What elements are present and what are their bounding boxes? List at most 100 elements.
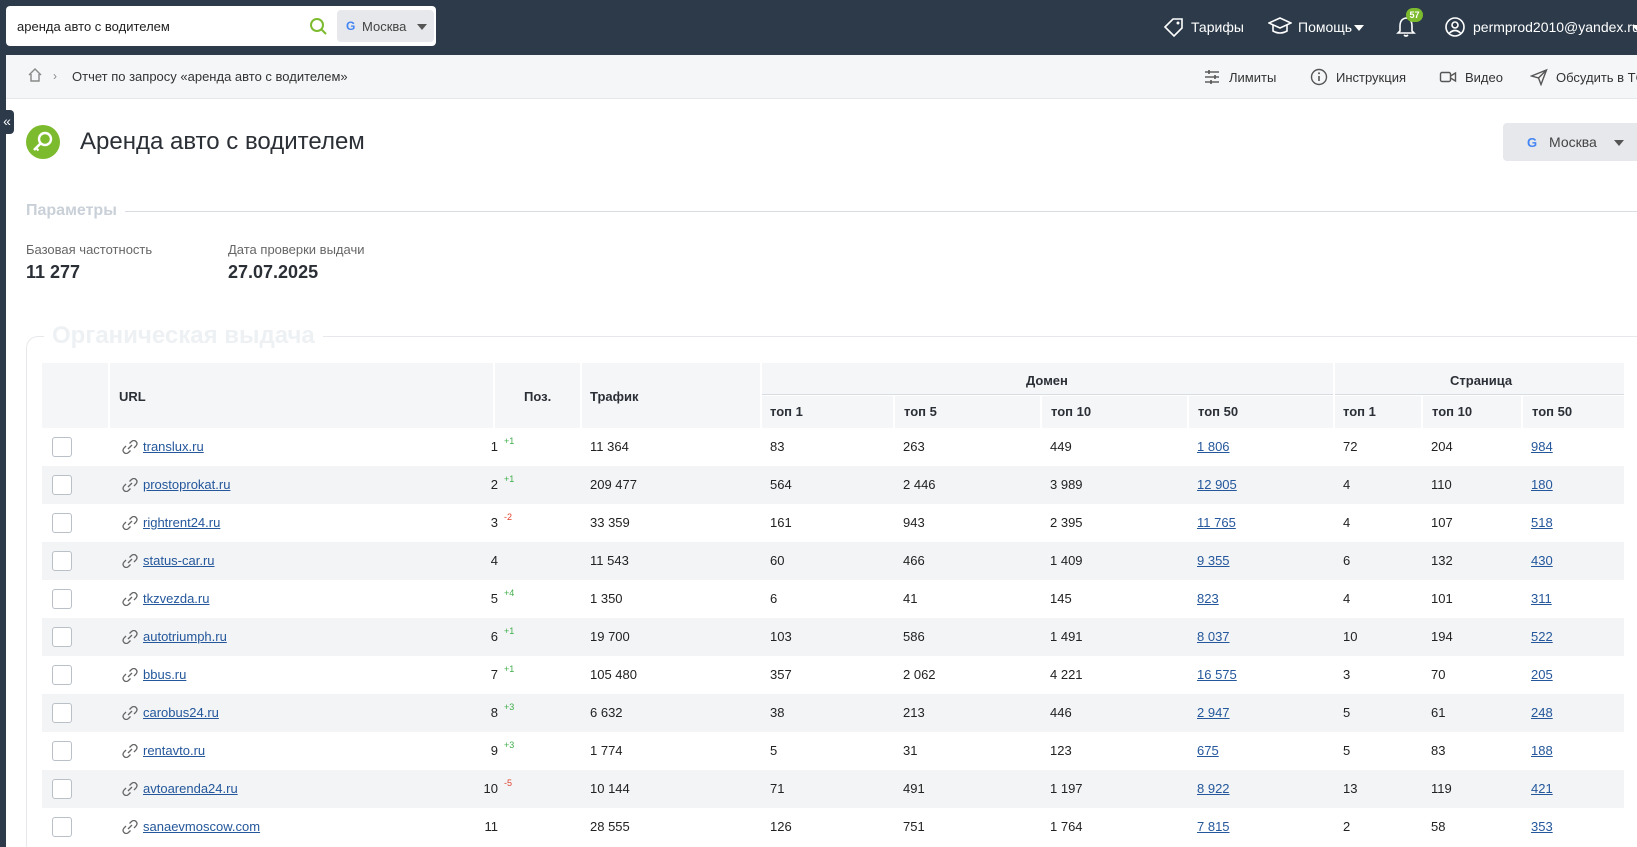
home-icon[interactable]	[27, 67, 43, 83]
row-page-top50-link[interactable]: 984	[1531, 439, 1553, 454]
row-position-delta: +1	[504, 626, 515, 636]
row-domain-top50-link[interactable]: 16 575	[1197, 667, 1237, 682]
row-position: 3	[490, 515, 498, 530]
row-traffic: 209 477	[590, 477, 637, 492]
row-page-top10: 61	[1431, 705, 1446, 720]
region-select[interactable]: G Москва	[337, 10, 434, 42]
row-page-top50-link[interactable]: 180	[1531, 477, 1553, 492]
link-icon	[122, 668, 138, 682]
row-page-top50-link[interactable]: 248	[1531, 705, 1553, 720]
row-checkbox[interactable]	[52, 817, 72, 837]
header-domain-label: Домен	[1026, 373, 1068, 388]
row-domain-top50-link[interactable]: 8 037	[1197, 629, 1230, 644]
help-menu[interactable]: Помощь	[1268, 17, 1368, 37]
row-page-top50-link[interactable]: 522	[1531, 629, 1553, 644]
key-search-icon	[26, 125, 60, 159]
header-domain-top50[interactable]: топ 50	[1189, 396, 1333, 428]
row-checkbox[interactable]	[52, 475, 72, 495]
row-traffic: 1 774	[590, 743, 623, 758]
discuss-button[interactable]: Обсудить в ТС	[1530, 68, 1637, 86]
header-traffic[interactable]: Трафик	[582, 363, 760, 428]
row-checkbox[interactable]	[52, 741, 72, 761]
row-page-top50-link[interactable]: 430	[1531, 553, 1553, 568]
search-input[interactable]	[6, 6, 336, 46]
row-position-delta: +3	[504, 702, 515, 712]
row-domain-top50-link[interactable]: 7 815	[1197, 819, 1230, 834]
page-title: Аренда авто с водителем	[80, 128, 365, 155]
row-checkbox[interactable]	[52, 703, 72, 723]
table-row: tkzvezda.ru 5 +4 1 350 6 41 145 823 4 101 311	[42, 580, 1624, 618]
user-menu[interactable]: permprod2010@yandex.ru	[1445, 17, 1637, 37]
row-page-top1: 13	[1343, 781, 1358, 796]
row-domain-top50-link[interactable]: 9 355	[1197, 553, 1230, 568]
row-page-top10: 70	[1431, 667, 1446, 682]
header-domain-top5[interactable]: топ 5	[895, 396, 1040, 428]
row-page-top50-link[interactable]: 205	[1531, 667, 1553, 682]
tariffs-link[interactable]: Тарифы	[1163, 17, 1244, 37]
row-domain-top10: 4 221	[1050, 667, 1083, 682]
row-url-link[interactable]: status-car.ru	[143, 553, 215, 568]
row-domain-top50-link[interactable]: 8 922	[1197, 781, 1230, 796]
check-date-label: Дата проверки выдачи	[228, 242, 365, 257]
row-checkbox[interactable]	[52, 437, 72, 457]
row-url-link[interactable]: rentavto.ru	[143, 743, 206, 758]
check-date-value: 27.07.2025	[228, 262, 319, 282]
header-page-group: Страница	[1335, 363, 1624, 395]
row-domain-top5: 31	[903, 743, 918, 758]
row-domain-top5: 2 062	[903, 667, 936, 682]
row-domain-top50-link[interactable]: 11 765	[1197, 515, 1236, 530]
row-page-top10: 119	[1431, 781, 1452, 796]
row-domain-top50-link[interactable]: 1 806	[1197, 439, 1230, 454]
row-domain-top50-link[interactable]: 12 905	[1197, 477, 1237, 492]
row-url-link[interactable]: avtoarenda24.ru	[143, 781, 238, 796]
header-pos-label: Поз.	[524, 389, 552, 404]
row-domain-top50-link[interactable]: 675	[1197, 743, 1219, 758]
tag-icon	[1163, 18, 1183, 37]
row-domain-top50-link[interactable]: 823	[1197, 591, 1219, 606]
row-checkbox[interactable]	[52, 779, 72, 799]
row-position: 5	[490, 591, 498, 606]
header-domain-top1-label: топ 1	[770, 404, 803, 419]
header-domain-top10[interactable]: топ 10	[1042, 396, 1187, 428]
row-page-top10: 204	[1431, 439, 1453, 454]
row-url-link[interactable]: sanaevmoscow.com	[143, 819, 261, 834]
region-dropdown[interactable]: G Москва	[1503, 123, 1637, 161]
header-pos[interactable]: Поз.	[495, 363, 580, 428]
row-url-link[interactable]: carobus24.ru	[143, 705, 219, 720]
header-url-label: URL	[119, 389, 146, 404]
row-page-top50-link[interactable]: 421	[1531, 781, 1553, 796]
row-checkbox[interactable]	[52, 665, 72, 685]
row-page-top50-link[interactable]: 353	[1531, 819, 1553, 834]
row-url-link[interactable]: autotriumph.ru	[143, 629, 227, 644]
row-checkbox[interactable]	[52, 627, 72, 647]
row-page-top50-link[interactable]: 311	[1531, 591, 1552, 606]
header-page-top1[interactable]: топ 1	[1335, 396, 1421, 428]
row-position: 7	[490, 667, 498, 682]
table-row: status-car.ru 4 11 543 60 466 1 409 9 355 6 132 4…	[42, 542, 1624, 580]
header-page-top50[interactable]: топ 50	[1523, 396, 1624, 428]
row-url-link[interactable]: bbus.ru	[143, 667, 187, 682]
row-checkbox[interactable]	[52, 551, 72, 571]
header-domain-top5-label: топ 5	[904, 404, 937, 419]
google-icon: G	[346, 19, 356, 33]
row-position-delta: +4	[504, 588, 515, 598]
row-url-link[interactable]: tkzvezda.ru	[143, 591, 210, 606]
row-page-top50-link[interactable]: 188	[1531, 743, 1553, 758]
sidebar-expand-button[interactable]: «	[0, 110, 14, 134]
row-checkbox[interactable]	[52, 513, 72, 533]
header-url[interactable]: URL	[110, 363, 493, 428]
row-domain-top5: 213	[903, 705, 925, 720]
row-domain-top5: 751	[903, 819, 925, 834]
link-icon	[122, 478, 138, 492]
header-page-top10[interactable]: топ 10	[1423, 396, 1521, 428]
search-icon[interactable]	[309, 17, 327, 35]
row-position: 2	[490, 477, 498, 492]
row-url-link[interactable]: translux.ru	[143, 439, 204, 454]
header-domain-top1[interactable]: топ 1	[762, 396, 893, 428]
row-url-link[interactable]: rightrent24.ru	[143, 515, 221, 530]
row-domain-top10: 1 409	[1050, 553, 1083, 568]
row-url-link[interactable]: prostoprokat.ru	[143, 477, 231, 492]
row-page-top50-link[interactable]: 518	[1531, 515, 1553, 530]
row-domain-top50-link[interactable]: 2 947	[1197, 705, 1230, 720]
row-checkbox[interactable]	[52, 589, 72, 609]
